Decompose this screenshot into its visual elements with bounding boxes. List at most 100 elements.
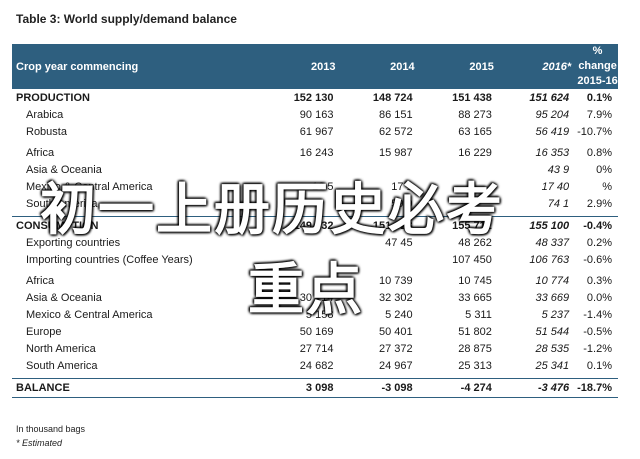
value-cell: 24 967 <box>379 359 413 372</box>
change-cell: 0% <box>596 163 612 176</box>
value-cell: 27 714 <box>299 342 334 355</box>
table-row: South America 24 682 24 967 25 313 25 341 0.1… <box>12 357 618 374</box>
row-label: South America <box>26 197 98 210</box>
value-cell: 28 875 <box>458 342 492 355</box>
value-cell: 50 169 <box>299 325 334 338</box>
value-cell: 50 401 <box>379 325 413 338</box>
row-label: BALANCE <box>12 378 272 398</box>
row-label: Mexico & Central America <box>26 180 153 193</box>
value-cell: 16 243 <box>299 146 334 159</box>
value-cell: 17 40 <box>541 180 570 193</box>
change-cell: -1.4% <box>583 308 612 321</box>
table-row: Arabica 90 163 86 151 88 273 95 204 7.9% <box>12 106 618 123</box>
table-row: Exporting countries 47 45 48 262 48 337 0.2% <box>12 234 618 251</box>
value-cell: 86 151 <box>379 108 413 121</box>
value-cell: 5 237 <box>541 308 570 321</box>
change-cell: -18.7% <box>577 378 618 398</box>
value-cell: 56 419 <box>535 125 570 138</box>
value-cell: 25 313 <box>458 359 492 372</box>
row-label: North America <box>26 342 96 355</box>
value-cell: 32 302 <box>379 291 413 304</box>
table-row: Asia & Oceania 43 9 0% <box>12 161 618 178</box>
table-row: Europe 50 169 50 401 51 802 51 544 -0.5% <box>12 323 618 340</box>
table-row-total: PRODUCTION 152 130 148 724 151 438 151 624 0.… <box>12 89 618 106</box>
value-cell: -3 476 <box>499 378 578 398</box>
value-cell: 16 5 <box>312 180 334 193</box>
watermark-line1: 初一上册历史必考 <box>40 178 504 243</box>
row-label: Europe <box>26 325 62 338</box>
table-row: Mexico & Central America 5 158 5 240 5 311 5… <box>12 306 618 323</box>
change-cell: 2.9% <box>586 197 612 210</box>
value-cell: 25 341 <box>535 359 570 372</box>
value-cell: 51 802 <box>458 325 492 338</box>
table-row-balance: BALANCE 3 098 -3 098 -4 274 -3 476 -18.7% <box>12 378 618 398</box>
value-cell: 62 572 <box>379 125 413 138</box>
change-cell: 0.1% <box>586 91 612 104</box>
row-label: PRODUCTION <box>16 91 90 104</box>
value-cell: 95 204 <box>535 108 570 121</box>
table-row: Asia & Oceania 30 714 32 302 33 665 33 669 0.… <box>12 289 618 306</box>
table-header-row: Crop year commencing 2013 2014 2015 2016… <box>12 44 618 89</box>
table-row: Mexico & Central America 16 5 17 1 17 40% <box>12 178 618 195</box>
value-cell: 61 967 <box>299 125 334 138</box>
value-cell: 48 337 <box>535 236 570 249</box>
header-change-line2: 2015-16 <box>577 75 618 87</box>
value-cell: 30 714 <box>299 291 334 304</box>
row-label: Importing countries (Coffee Years) <box>26 253 193 266</box>
row-label: Exporting countries <box>26 236 121 249</box>
value-cell: 28 535 <box>535 342 570 355</box>
value-cell: 63 165 <box>458 125 492 138</box>
value-cell: 155 712 <box>420 216 500 234</box>
table-row: Robusta 61 967 62 572 63 165 56 419 -10.7% <box>12 123 618 140</box>
header-label: Crop year commencing <box>12 44 272 89</box>
value-cell: 5 158 <box>305 308 334 321</box>
value-cell: 33 665 <box>458 291 492 304</box>
change-cell: -0.6% <box>583 253 612 266</box>
header-year-2014: 2014 <box>341 44 421 89</box>
row-label: Asia & Oceania <box>26 163 102 176</box>
value-cell: 16 353 <box>535 146 570 159</box>
value-cell: 151 823 <box>341 216 421 234</box>
table-title: Table 3: World supply/demand balance <box>16 12 237 26</box>
change-cell: -10.7% <box>577 125 612 138</box>
row-label: Mexico & Central America <box>26 308 153 321</box>
value-cell: 107 450 <box>452 253 492 266</box>
row-label: CONSUMPTION <box>12 216 272 234</box>
table-row: North America 27 714 27 372 28 875 28 535 -1.… <box>12 340 618 357</box>
value-cell: 149 032 <box>272 216 342 234</box>
value-cell: 5 311 <box>465 308 492 321</box>
change-cell: 0.8% <box>586 146 612 159</box>
change-cell: 0.3% <box>586 274 612 287</box>
supply-demand-table: Crop year commencing 2013 2014 2015 2016… <box>12 44 618 398</box>
footnote-units: In thousand bags <box>16 424 86 434</box>
value-cell: 59 9 <box>391 197 413 210</box>
value-cell: 24 682 <box>299 359 334 372</box>
value-cell: 51 544 <box>535 325 570 338</box>
row-label: Arabica <box>26 108 64 121</box>
header-change-line1: % change <box>578 45 617 72</box>
change-cell: -0.4% <box>577 216 618 234</box>
value-cell: 27 372 <box>379 342 413 355</box>
value-cell: 48 262 <box>458 236 492 249</box>
footnote-estimated: * Estimated <box>16 438 63 448</box>
value-cell: 16 229 <box>458 146 492 159</box>
value-cell: 10 745 <box>458 274 492 287</box>
change-cell: 0.1% <box>586 359 612 372</box>
value-cell: 17 1 <box>391 180 413 193</box>
header-change: % change 2015-16 <box>577 44 618 89</box>
header-year-2013: 2013 <box>272 44 342 89</box>
value-cell: 10 739 <box>379 274 413 287</box>
table-row: South America 59 9 74 1 2.9% <box>12 195 618 212</box>
value-cell: 151 624 <box>529 91 570 104</box>
value-cell: 5 240 <box>385 308 413 321</box>
value-cell: 3 098 <box>272 378 342 398</box>
value-cell: 155 100 <box>499 216 578 234</box>
row-label: Asia & Oceania <box>26 291 102 304</box>
value-cell: 151 438 <box>452 91 492 104</box>
change-cell: % <box>602 180 612 193</box>
header-year-2015: 2015 <box>420 44 500 89</box>
value-cell: 10 774 <box>535 274 570 287</box>
row-label: Robusta <box>26 125 67 138</box>
value-cell: -3 098 <box>341 378 421 398</box>
watermark-line2: 重点 <box>248 258 364 323</box>
